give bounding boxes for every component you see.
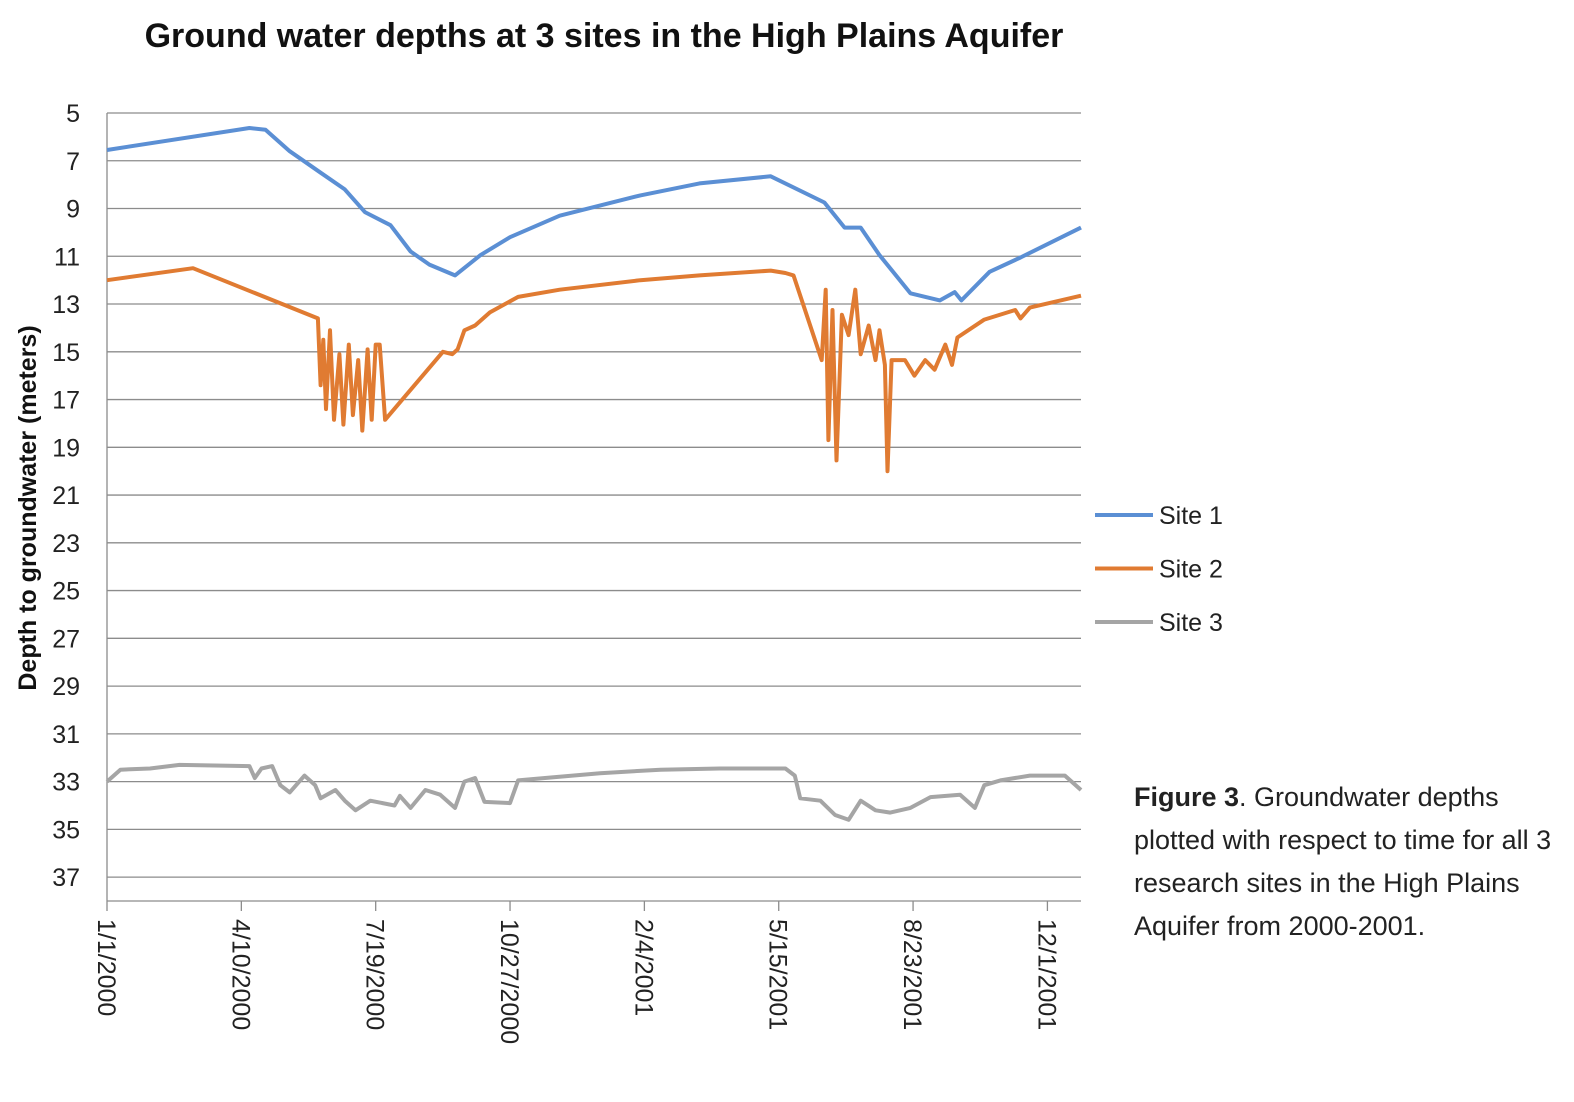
y-tick-label: 11 [54,243,80,271]
legend: Site 1 Site 2 Site 3 [1095,502,1223,637]
x-tick-label: 1/1/2000 [92,919,120,1016]
x-tick-label: 5/15/2001 [764,919,792,1030]
legend-label-site-1: Site 1 [1159,502,1223,530]
x-tick-label: 12/1/2001 [1032,919,1060,1030]
x-tick-label: 2/4/2001 [629,919,657,1016]
y-tick-label: 25 [52,578,80,606]
legend-label-site-2: Site 2 [1159,556,1223,584]
caption-text: . Groundwater depths plotted with respec… [1134,782,1552,941]
y-tick-label: 15 [52,339,80,367]
chart-title: Ground water depths at 3 sites in the Hi… [145,17,1064,55]
series-lines [105,126,1083,822]
y-tick-label: 37 [52,864,80,892]
y-tick-label: 31 [52,721,80,749]
y-tick-label: 19 [52,434,80,462]
gridlines [107,112,1081,878]
y-axis-label: Depth to groundwater (meters) [14,325,42,690]
y-tick-label: 7 [66,148,80,176]
y-tick-label: 13 [52,291,80,319]
series-line-site-1 [106,126,1082,303]
axes: 5 7 9 11 13 15 17 19 21 23 25 27 29 31 33 35 37 1/1/2000 4… [52,100,1081,1044]
y-tick-label: 17 [52,387,80,415]
y-tick-label: 27 [52,625,80,653]
legend-label-site-3: Site 3 [1159,609,1223,637]
x-tick-label: 4/10/2000 [226,919,254,1030]
y-tick-label: 21 [52,482,80,510]
y-tick-label: 5 [66,100,80,128]
y-tick-label: 23 [52,530,80,558]
caption-label: Figure 3 [1134,782,1240,812]
series-line-site-2 [106,266,1082,474]
x-tick-label: 7/19/2000 [361,919,389,1030]
y-tick-label: 33 [52,769,80,797]
x-tick-label: 8/23/2001 [898,919,926,1030]
series-line-site-3 [105,762,1083,822]
y-tick-label: 9 [66,196,80,224]
figure-caption: Figure 3. Groundwater depths plotted wit… [1134,776,1554,948]
y-tick-label: 35 [52,816,80,844]
y-tick-label: 29 [52,673,80,701]
x-tick-label: 10/27/2000 [495,919,523,1044]
